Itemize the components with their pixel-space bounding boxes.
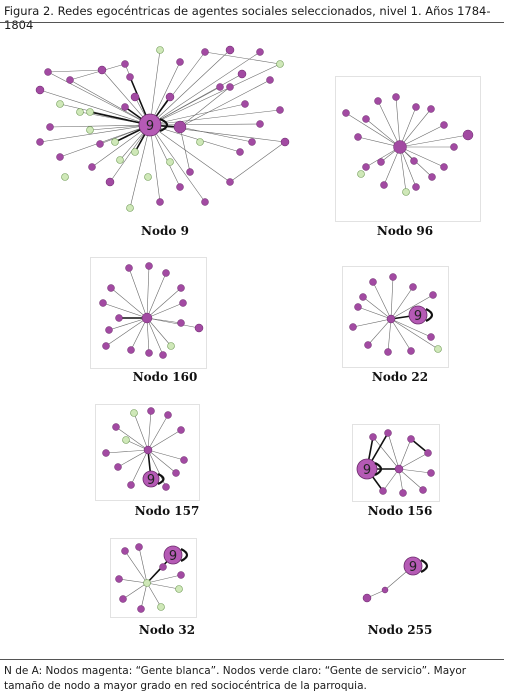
- edges: [39, 49, 286, 209]
- panel-caption-nodo-96: Nodo 96: [376, 224, 434, 238]
- nodes: [342, 93, 474, 196]
- panel-caption-nodo-32: Nodo 32: [138, 623, 196, 637]
- network-graph-nodo-156: 9: [356, 429, 435, 497]
- nodes: [35, 45, 290, 212]
- hub-label: 9: [146, 119, 154, 134]
- nodes: [102, 407, 188, 491]
- edges: [345, 96, 469, 193]
- hub-label: 9: [409, 560, 417, 575]
- panel-caption-nodo-156: Nodo 156: [367, 504, 433, 518]
- network-panel-nodo-32: 9: [110, 538, 197, 618]
- hub-label: 9: [169, 549, 177, 564]
- network-panel-nodo-22: 9: [342, 266, 449, 368]
- bottom-rule: [0, 659, 504, 660]
- network-panel-nodo-160: [90, 257, 207, 369]
- nodes: [362, 556, 429, 603]
- panel-caption-nodo-157: Nodo 157: [134, 504, 200, 518]
- network-panel-nodo-157: 9: [95, 404, 200, 501]
- network-panel-nodo-255: 9: [355, 552, 435, 608]
- hub-label: 9: [147, 473, 155, 488]
- network-graph-nodo-96: [342, 93, 474, 196]
- nodes: [115, 543, 189, 613]
- nodes: [99, 262, 204, 359]
- top-rule: [0, 22, 504, 23]
- network-graph-nodo-9: 9: [35, 45, 290, 212]
- network-panel-nodo-9: 9: [30, 42, 300, 220]
- network-graph-nodo-157: 9: [102, 407, 188, 491]
- panel-caption-nodo-160: Nodo 160: [132, 370, 198, 384]
- figure-title: Figura 2. Redes egocéntricas de agentes …: [4, 4, 491, 32]
- network-panel-nodo-96: [335, 76, 481, 222]
- hub-label: 9: [414, 309, 422, 324]
- network-graph-nodo-22: 9: [349, 273, 442, 356]
- network-graph-nodo-255: 9: [362, 556, 429, 603]
- hub-label: 9: [363, 463, 371, 478]
- network-graph-nodo-160: [99, 262, 204, 359]
- panel-caption-nodo-255: Nodo 255: [367, 623, 433, 637]
- network-panel-nodo-156: 9: [352, 424, 440, 502]
- network-graph-nodo-32: 9: [115, 543, 189, 613]
- panel-caption-nodo-9: Nodo 9: [141, 224, 189, 238]
- figure-note: N de A: Nodos magenta: “Gente blanca”. N…: [4, 665, 467, 692]
- nodes: [356, 429, 435, 497]
- panel-caption-nodo-22: Nodo 22: [371, 370, 429, 384]
- nodes: [349, 273, 442, 356]
- edges: [102, 265, 200, 356]
